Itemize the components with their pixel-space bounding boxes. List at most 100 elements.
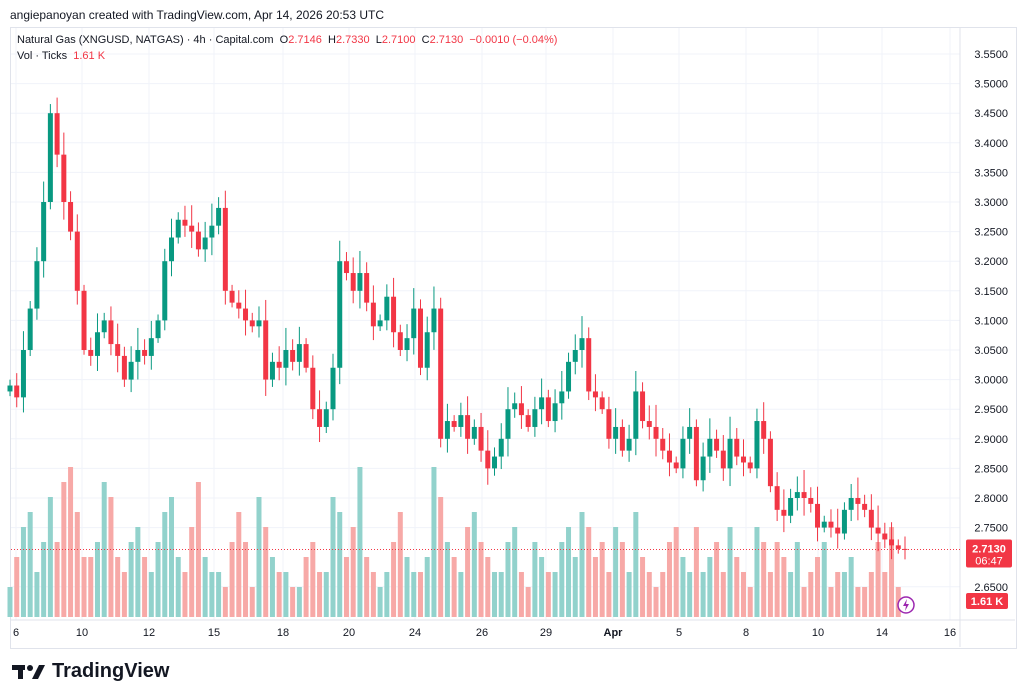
volume-bar bbox=[714, 542, 720, 617]
volume-bar bbox=[512, 527, 518, 617]
candle-body bbox=[68, 202, 74, 232]
x-tick-label: 24 bbox=[409, 627, 421, 639]
volume-bar bbox=[431, 467, 437, 617]
volume-bar bbox=[317, 572, 323, 617]
candle-body bbox=[94, 332, 100, 356]
candle-body bbox=[613, 426, 619, 439]
candle-body bbox=[20, 350, 26, 398]
volume-bar bbox=[471, 512, 477, 617]
candle-body bbox=[653, 426, 659, 439]
candle-body bbox=[222, 207, 228, 291]
volume-bar bbox=[81, 557, 87, 617]
candle-body bbox=[88, 350, 94, 356]
tradingview-logo[interactable]: TradingView bbox=[12, 660, 169, 683]
volume-bar bbox=[875, 542, 881, 617]
high-label: H bbox=[328, 34, 336, 46]
volume-bar bbox=[552, 572, 558, 617]
candle-body bbox=[828, 521, 834, 528]
volume-bar bbox=[720, 572, 726, 617]
volume-bar bbox=[303, 557, 309, 617]
volume-bar bbox=[68, 467, 74, 617]
volume-bar bbox=[155, 542, 161, 617]
volume-bar bbox=[545, 572, 551, 617]
candle-body bbox=[895, 545, 901, 549]
candle-body bbox=[841, 509, 847, 534]
candle-body bbox=[747, 462, 753, 469]
candle-body bbox=[774, 486, 780, 510]
candle-body bbox=[148, 338, 154, 356]
volume-bar bbox=[263, 527, 269, 617]
volume-bar bbox=[767, 572, 773, 617]
candle-body bbox=[54, 113, 60, 155]
candle-body bbox=[492, 456, 498, 469]
volume-bar bbox=[734, 557, 740, 617]
price-badge bbox=[966, 539, 1012, 568]
volume-badge-value: 1.61 K bbox=[971, 596, 1003, 608]
candle-body bbox=[357, 273, 363, 291]
y-tick-label: 2.8500 bbox=[974, 463, 1008, 475]
volume-bar bbox=[128, 542, 134, 617]
volume-bar bbox=[377, 587, 383, 617]
candle-body bbox=[727, 438, 733, 469]
candle-body bbox=[417, 308, 423, 368]
y-tick-label: 3.1000 bbox=[974, 315, 1008, 327]
candle-body bbox=[673, 462, 679, 469]
candle-body bbox=[269, 361, 275, 380]
volume-bar bbox=[747, 587, 753, 617]
volume-bar bbox=[606, 572, 612, 617]
symbol-info: Natural Gas (XNGUSD, NATGAS) · 4h · Capi… bbox=[17, 34, 274, 46]
logo-text: TradingView bbox=[52, 660, 170, 682]
y-tick-label: 2.7500 bbox=[974, 523, 1008, 535]
volume-bar bbox=[761, 542, 767, 617]
volume-bar bbox=[20, 527, 26, 617]
x-tick-label: 8 bbox=[743, 627, 749, 639]
candle-body bbox=[182, 219, 188, 226]
volume-bar bbox=[209, 572, 215, 617]
candle-body bbox=[714, 438, 720, 451]
candle-body bbox=[424, 332, 430, 368]
candle-body bbox=[431, 308, 437, 333]
y-tick-label: 2.9000 bbox=[974, 434, 1008, 446]
candle-body bbox=[121, 355, 127, 380]
volume-bar bbox=[599, 542, 605, 617]
volume-bar bbox=[572, 557, 578, 617]
candle-body bbox=[216, 207, 222, 226]
candle-body bbox=[875, 527, 881, 534]
volume-bar bbox=[222, 587, 228, 617]
volume-bar bbox=[424, 557, 430, 617]
candle-body bbox=[471, 426, 477, 439]
candle-body bbox=[815, 503, 821, 528]
volume-bar bbox=[182, 572, 188, 617]
volume-bar bbox=[485, 557, 491, 617]
volume-bar bbox=[243, 542, 249, 617]
candle-body bbox=[458, 415, 464, 427]
candle-body bbox=[734, 438, 740, 457]
y-tick-label: 3.4000 bbox=[974, 138, 1008, 150]
volume-bar bbox=[364, 557, 370, 617]
volume-bar bbox=[74, 512, 80, 617]
candle-body bbox=[781, 509, 787, 516]
volume-bar bbox=[216, 572, 222, 617]
x-tick-label: 26 bbox=[476, 627, 488, 639]
candle-body bbox=[27, 308, 33, 350]
volume-bar bbox=[646, 572, 652, 617]
volume-bar bbox=[370, 572, 376, 617]
volume-bar bbox=[660, 572, 666, 617]
candle-body bbox=[599, 397, 605, 410]
change-value: −0.0010 (−0.04%) bbox=[469, 34, 558, 46]
volume-bar bbox=[505, 542, 511, 617]
candle-body bbox=[155, 320, 161, 339]
candle-body bbox=[41, 202, 47, 262]
candle-body bbox=[572, 350, 578, 362]
candle-body bbox=[195, 231, 201, 250]
candle-body bbox=[74, 231, 80, 291]
candle-body bbox=[391, 296, 397, 333]
candle-body bbox=[505, 409, 511, 439]
candle-body bbox=[545, 397, 551, 422]
candle-body bbox=[794, 492, 800, 498]
y-tick-label: 3.1500 bbox=[974, 286, 1008, 298]
candle-body bbox=[451, 421, 457, 427]
x-tick-label: 16 bbox=[944, 627, 956, 639]
open-value: 2.7146 bbox=[288, 34, 322, 46]
